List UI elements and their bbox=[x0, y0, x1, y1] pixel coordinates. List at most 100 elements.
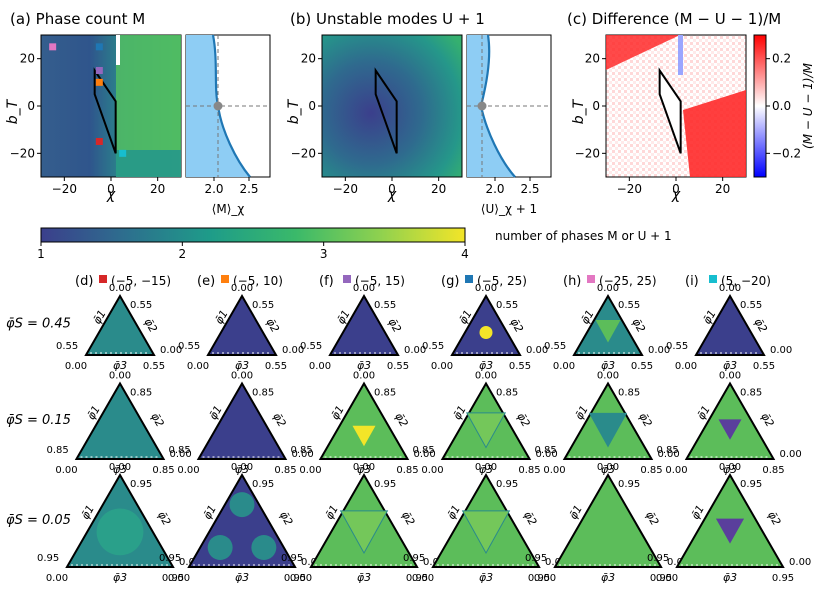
ternary-left-max: 0.85 bbox=[168, 445, 190, 456]
ternary-axis-label-right: φ̄2 bbox=[392, 410, 410, 429]
panel-c-colorbar-ticks: 0.2 0.0 −0.2 bbox=[766, 52, 801, 160]
ternary-top-label: 0.00 bbox=[353, 462, 375, 473]
ternary-top-max: 0.95 bbox=[130, 479, 152, 490]
ternary-axis-label-left: φ̄1 bbox=[84, 403, 102, 422]
ternary-top-max: 0.85 bbox=[374, 387, 396, 398]
ternary-grid: (d) (−5, −15) (e) (−5, 10) (f) (−5, 15) (g) (−5… bbox=[6, 274, 811, 584]
ternary-plot: 0.000.850.850.000.000.85φ̄1 φ̄2φ̄3 bbox=[656, 370, 801, 476]
ternary-top-max: 0.55 bbox=[252, 300, 274, 311]
cb-tick-label: 3 bbox=[320, 247, 328, 261]
y-tick-label: 20 bbox=[585, 52, 600, 66]
ternary-plot: 0.000.950.950.000.000.95φ̄1 φ̄2φ̄3 bbox=[159, 462, 323, 584]
panel-a-gap bbox=[116, 35, 120, 65]
ternary-region bbox=[251, 535, 277, 560]
panel-a-teal-region bbox=[116, 150, 181, 177]
ternary-top-label: 0.00 bbox=[475, 462, 497, 473]
ternary-axis-label-bottom: φ̄3 bbox=[723, 571, 737, 584]
ternary-left-max: 0.95 bbox=[159, 553, 181, 564]
ternary-plot: 0.00 0.55 0.55 0.00 0.00 0.55 φ̄1 φ̄2 φ̄3 bbox=[56, 283, 182, 372]
ternary-bottom-zero: 0.00 bbox=[421, 465, 443, 476]
ternary-axis-label-bottom: φ̄3 bbox=[235, 463, 249, 476]
column-color-square bbox=[465, 275, 473, 283]
ternary-bottom-max: 0.95 bbox=[772, 573, 794, 584]
column-panel-label: (h) bbox=[563, 274, 581, 289]
ternary-triangle bbox=[196, 381, 288, 460]
ternary-bottom-zero: 0.00 bbox=[46, 573, 68, 584]
ternary-top-label: 0.00 bbox=[231, 370, 253, 381]
ternary-triangle bbox=[206, 293, 278, 356]
ternary-left-max: 0.85 bbox=[290, 445, 312, 456]
ternary-left-max: 0.95 bbox=[647, 553, 669, 564]
ternary-axis-label-right: φ̄2 bbox=[751, 316, 769, 335]
ternary-region bbox=[465, 412, 507, 449]
panel-c-polygon bbox=[658, 67, 682, 154]
y-tick-label: −20 bbox=[291, 146, 316, 160]
ternary-axis-label-right: φ̄2 bbox=[277, 509, 295, 528]
ternary-right-zero: 0.00 bbox=[789, 557, 811, 568]
panel-b-side-axes: 2.0 2.5 bbox=[485, 177, 540, 196]
panel-b-ylabel: b_T bbox=[286, 98, 302, 124]
ternary-bottom-max: 0.85 bbox=[640, 465, 662, 476]
ternary-axis-label-right: φ̄2 bbox=[148, 410, 166, 429]
ternary-right-zero: 0.00 bbox=[648, 345, 670, 356]
ternary-top-label: 0.00 bbox=[719, 370, 741, 381]
ternary-axis-label-bottom: φ̄3 bbox=[113, 571, 127, 584]
ternary-bottom-max: 0.85 bbox=[762, 465, 784, 476]
ternary-bottom-zero: 0.00 bbox=[187, 361, 209, 372]
ternary-bottom-max: 0.55 bbox=[753, 361, 775, 372]
ternary-region bbox=[715, 518, 745, 544]
panel-c-axes: −20 0 20 20 0 −20 bbox=[575, 52, 731, 196]
ternary-left-max: 0.85 bbox=[46, 445, 68, 456]
ternary-bottom-max: 0.95 bbox=[284, 573, 306, 584]
row-label: φ̄S = 0.45 bbox=[6, 317, 71, 332]
ternary-axis-label-right: φ̄2 bbox=[155, 509, 173, 528]
ternary-axis-label-left: φ̄1 bbox=[212, 308, 230, 327]
column-color-square bbox=[343, 275, 351, 283]
column-coords-label: (−5, 10) bbox=[233, 274, 283, 288]
panel-a-side-point bbox=[213, 101, 223, 111]
ternary-bottom-max: 0.85 bbox=[152, 465, 174, 476]
y-tick-label: 0 bbox=[308, 99, 316, 113]
ternary-right-zero: 0.00 bbox=[414, 449, 436, 460]
ternary-axis-label-left: φ̄1 bbox=[694, 403, 712, 422]
column-coords-label: (−5, −15) bbox=[111, 274, 171, 288]
column-coords-label: (−5, 15) bbox=[355, 274, 405, 288]
y-tick-label: 20 bbox=[20, 52, 35, 66]
ternary-plot: 0.00 0.55 0.55 0.00 0.00 0.55 φ̄1 φ̄2 φ̄3 bbox=[666, 283, 792, 372]
ternary-axis-label-left: φ̄1 bbox=[456, 308, 474, 327]
ternary-bottom-zero: 0.00 bbox=[65, 361, 87, 372]
ternary-axis-label-right: φ̄2 bbox=[141, 316, 159, 335]
ternary-bottom-zero: 0.00 bbox=[177, 465, 199, 476]
ternary-top-max: 0.95 bbox=[496, 479, 518, 490]
ternary-bottom-zero: 0.00 bbox=[168, 573, 190, 584]
ternary-bottom-zero: 0.00 bbox=[309, 361, 331, 372]
ternary-right-zero: 0.00 bbox=[160, 345, 182, 356]
column-panel-label: (i) bbox=[685, 274, 699, 289]
ternary-region bbox=[229, 492, 255, 518]
x-tick-label: −20 bbox=[617, 182, 642, 196]
ternary-top-label: 0.00 bbox=[231, 462, 253, 473]
ternary-plot: 0.000.850.850.000.000.85φ̄1 φ̄2φ̄3 bbox=[412, 370, 557, 476]
ternary-left-max: 0.55 bbox=[178, 341, 200, 352]
ternary-axis-label-left: φ̄1 bbox=[323, 503, 341, 522]
ternary-plot: 0.000.950.950.000.000.95φ̄1 φ̄2φ̄3 bbox=[403, 462, 567, 584]
ternary-axis-label-right: φ̄2 bbox=[643, 509, 661, 528]
panel-c-red-top bbox=[606, 35, 680, 70]
marker-square bbox=[119, 149, 127, 157]
ternary-axis-label-bottom: φ̄3 bbox=[235, 359, 249, 372]
ternary-bottom-max: 0.95 bbox=[528, 573, 550, 584]
ternary-triangle bbox=[553, 472, 663, 568]
y-tick-label: −20 bbox=[10, 146, 35, 160]
ternary-axis-label-right: φ̄2 bbox=[385, 316, 403, 335]
ternary-axis-label-right: φ̄2 bbox=[758, 410, 776, 429]
cb-tick-label: 4 bbox=[461, 247, 469, 261]
ternary-axis-label-right: φ̄2 bbox=[399, 509, 417, 528]
main-colorbar-label: number of phases M or U + 1 bbox=[495, 229, 672, 243]
ternary-plot: 0.000.950.950.000.000.95φ̄1 φ̄2φ̄3 bbox=[647, 462, 811, 584]
column-coords-label: (−25, 25) bbox=[599, 274, 657, 288]
ternary-left-max: 0.95 bbox=[281, 553, 303, 564]
ternary-axis-label-right: φ̄2 bbox=[629, 316, 647, 335]
ternary-axis-label-right: φ̄2 bbox=[521, 509, 539, 528]
x-tick-label: 20 bbox=[431, 182, 446, 196]
